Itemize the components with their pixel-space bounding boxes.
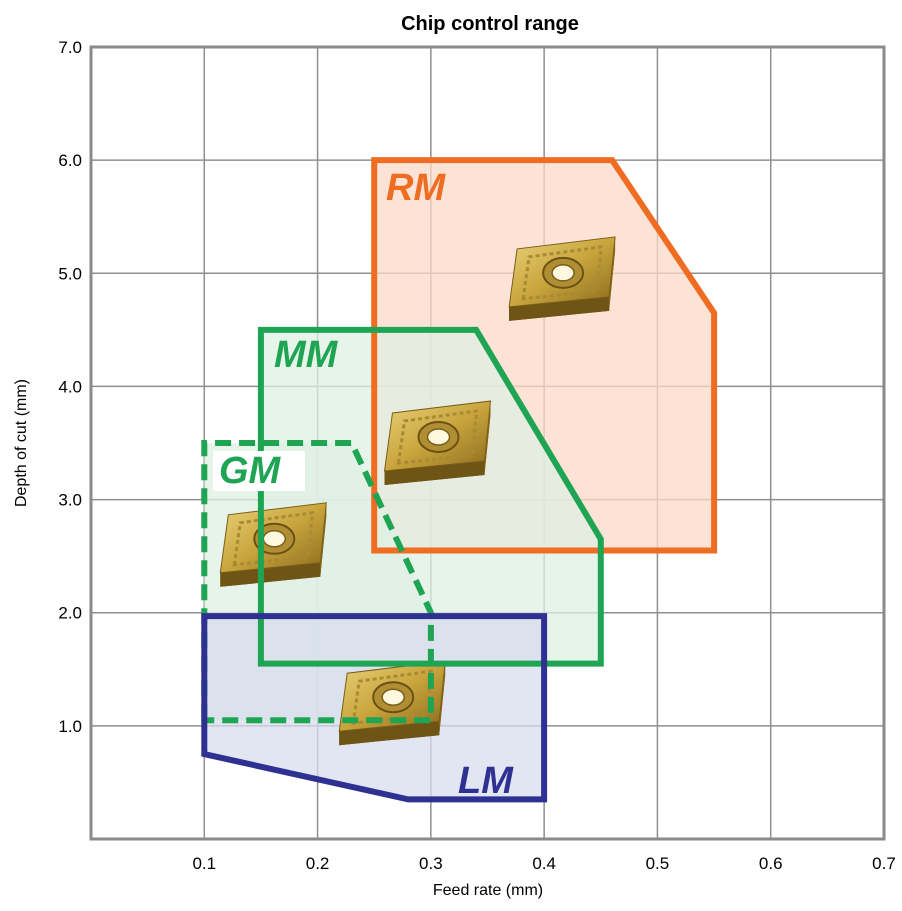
rm-region-label: RM: [386, 167, 446, 209]
lm-region-outline: [201, 613, 548, 803]
mm-insert-icon: [383, 400, 492, 485]
mm-region-label: MM: [274, 334, 339, 376]
y-tick-labels: 1.0 2.0 3.0 4.0 5.0 6.0 7.0: [58, 38, 82, 736]
lm-region-label: LM: [458, 760, 514, 802]
x-tick-label: 0.7: [872, 854, 896, 873]
y-tick-label: 5.0: [58, 264, 82, 283]
y-tick-label: 1.0: [58, 717, 82, 736]
gm-insert-icon: [219, 502, 327, 587]
y-tick-label: 3.0: [58, 491, 82, 510]
insert-icons: [219, 236, 616, 746]
y-tick-label: 7.0: [58, 38, 82, 57]
gm-region-outline: [201, 440, 434, 724]
x-tick-label: 0.3: [419, 854, 443, 873]
x-tick-label: 0.2: [306, 854, 330, 873]
x-axis-label: Feed rate (mm): [433, 882, 543, 899]
rm-region-outline: [371, 157, 718, 554]
chart-title: Chip control range: [401, 13, 579, 35]
y-tick-label: 4.0: [58, 377, 82, 396]
gm-region-label: GM: [219, 450, 282, 492]
plot-frame: [89, 45, 886, 841]
y-tick-label: 6.0: [58, 151, 82, 170]
lm-insert-icon: [338, 660, 446, 746]
x-tick-label: 0.5: [646, 854, 670, 873]
x-tick-label: 0.1: [192, 854, 216, 873]
y-axis-label: Depth of cut (mm): [13, 379, 30, 507]
y-tick-label: 2.0: [58, 604, 82, 623]
x-tick-label: 0.4: [532, 854, 556, 873]
rm-insert-icon: [508, 236, 616, 321]
region-labels: RM MM GM LM: [213, 167, 514, 802]
region-outlines: [201, 157, 718, 803]
x-tick-labels: 0.1 0.2 0.3 0.4 0.5 0.6 0.7: [192, 854, 895, 873]
gm-label-backdrop: [213, 451, 305, 491]
x-tick-label: 0.6: [759, 854, 783, 873]
